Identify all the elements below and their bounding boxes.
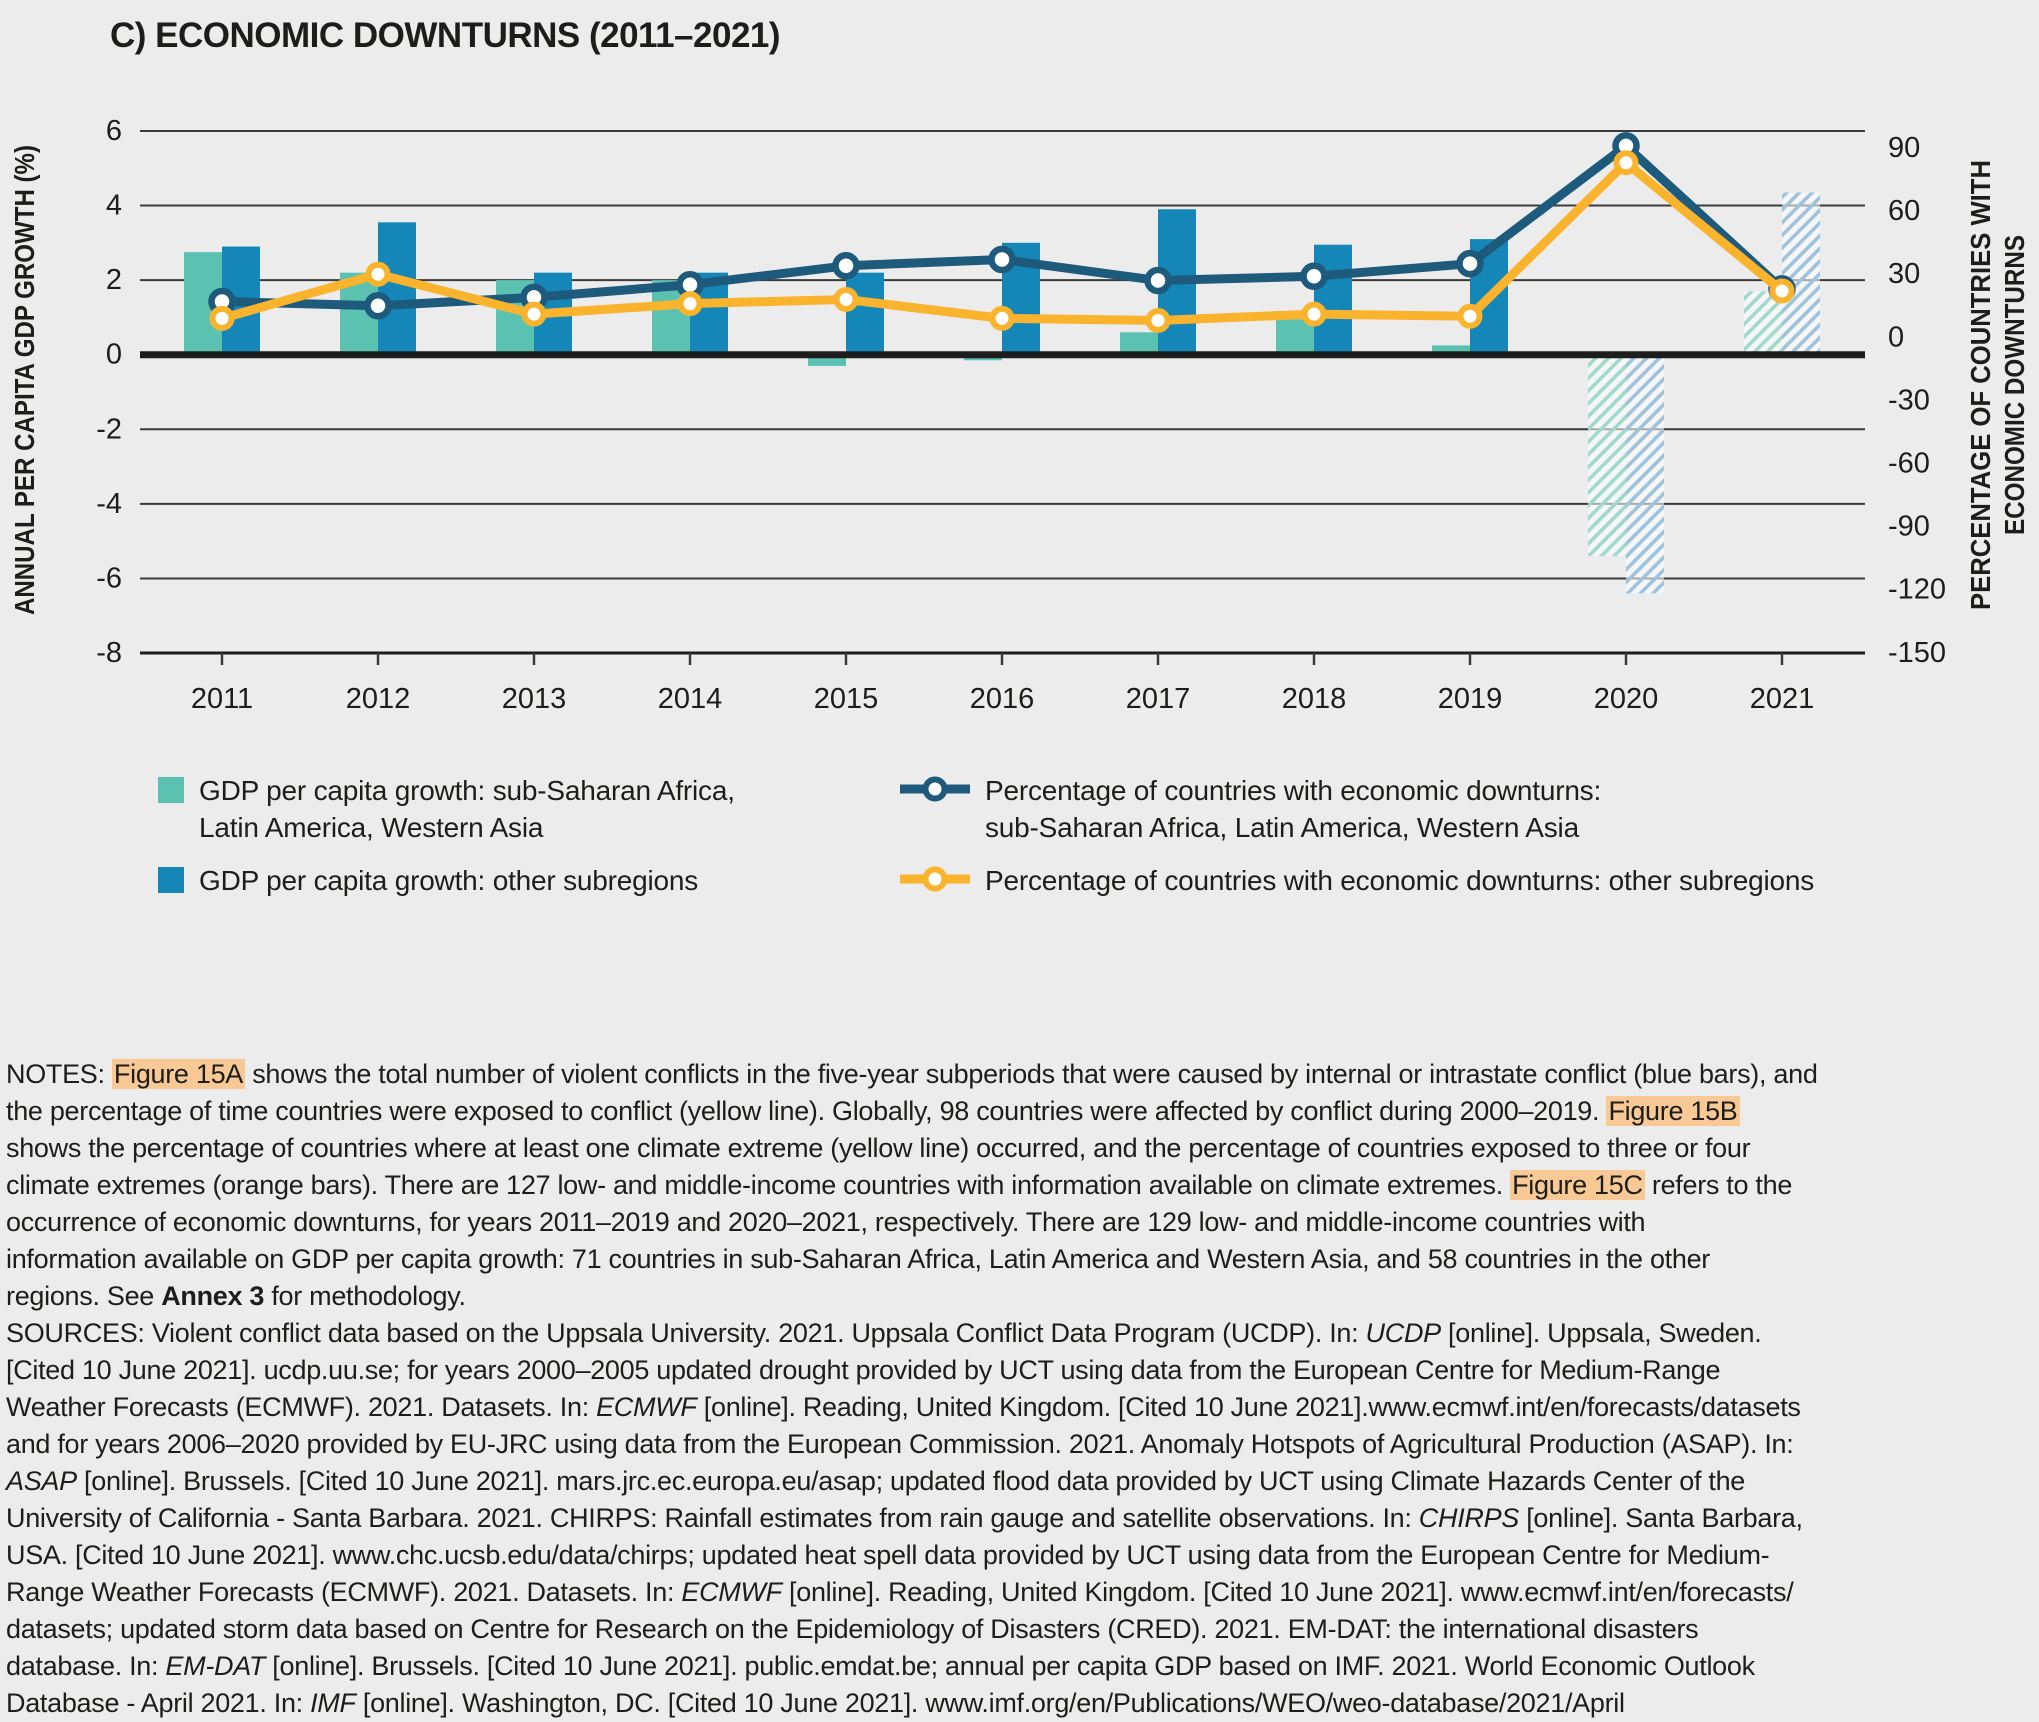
right-tick-label: 90 bbox=[1888, 132, 1920, 164]
left-tick-label: 0 bbox=[106, 339, 122, 371]
marker-yellow-2018 bbox=[1301, 301, 1327, 327]
bar-teal-2017 bbox=[1120, 332, 1158, 355]
x-tick-label: 2011 bbox=[191, 683, 253, 715]
note-line: occurrence of economic downturns, for ye… bbox=[6, 1207, 1646, 1237]
right-tick-label: -60 bbox=[1888, 447, 1930, 479]
left-tick-label: -2 bbox=[96, 413, 122, 445]
note-line: Weather Forecasts (ECMWF). 2021. Dataset… bbox=[6, 1392, 1801, 1422]
right-tick-label: -120 bbox=[1888, 574, 1946, 606]
x-tick-label: 2013 bbox=[502, 683, 567, 715]
marker-navy-2017 bbox=[1144, 266, 1172, 295]
left-tick-label: 6 bbox=[106, 115, 122, 147]
navy-line-marker-icon bbox=[900, 776, 970, 802]
marker-navy-2016 bbox=[988, 245, 1016, 274]
right-tick-label: 0 bbox=[1888, 321, 1904, 353]
left-tick-label: -6 bbox=[96, 562, 122, 594]
legend-item-teal: GDP per capita growth: sub-Saharan Afric… bbox=[158, 772, 735, 846]
blue-swatch-icon bbox=[158, 867, 184, 893]
marker-navy-2018 bbox=[1300, 262, 1328, 291]
bar-teal-2018 bbox=[1276, 319, 1314, 355]
left-tick-label: -4 bbox=[96, 488, 122, 520]
note-line: Range Weather Forecasts (ECMWF). 2021. D… bbox=[6, 1577, 1794, 1607]
legend-item-yellow: Percentage of countries with economic do… bbox=[900, 862, 1814, 899]
legend-label: GDP per capita growth: other subregions bbox=[199, 865, 699, 896]
legend-label: Percentage of countries with economic do… bbox=[985, 865, 1815, 896]
note-line: Database - April 2021. In: IMF [online].… bbox=[6, 1688, 1625, 1718]
marker-yellow-2017 bbox=[1145, 307, 1171, 333]
note-line: shows the percentage of countries where … bbox=[6, 1133, 1751, 1163]
bar-blue-2018 bbox=[1314, 244, 1352, 355]
legend-label: Percentage of countries with economic do… bbox=[985, 775, 1602, 843]
legend-item-blue: GDP per capita growth: other subregions bbox=[158, 862, 698, 899]
chart-title: C) ECONOMIC DOWNTURNS (2011–2021) bbox=[110, 16, 781, 55]
x-tick-label: 2019 bbox=[1438, 683, 1503, 715]
right-axis-title-line2: ECONOMIC DOWNTURNS bbox=[1999, 235, 2030, 535]
bar-blue-2021 bbox=[1782, 192, 1820, 355]
note-line: and for years 2006–2020 provided by EU-J… bbox=[6, 1429, 1794, 1459]
bar-teal-2015 bbox=[808, 354, 846, 366]
note-line: climate extremes (orange bars). There ar… bbox=[6, 1170, 1793, 1200]
right-tick-label: 30 bbox=[1888, 258, 1920, 290]
right-axis-title-line1: PERCENTAGE OF COUNTRIES WITH bbox=[1965, 160, 1996, 610]
note-line: database. In: EM-DAT [online]. Brussels.… bbox=[6, 1651, 1755, 1681]
left-tick-label: 2 bbox=[106, 264, 122, 296]
marker-yellow-2011 bbox=[209, 305, 235, 331]
note-line: NOTES: Figure 15A shows the total number… bbox=[6, 1059, 1818, 1089]
right-tick-label: -90 bbox=[1888, 511, 1930, 543]
x-tick-label: 2014 bbox=[658, 683, 723, 715]
note-line: [Cited 10 June 2021]. ucdp.uu.se; for ye… bbox=[6, 1355, 1721, 1385]
bar-teal-2020 bbox=[1588, 354, 1626, 557]
marker-navy-2015 bbox=[832, 252, 860, 280]
bar-teal-2019 bbox=[1432, 345, 1470, 355]
legend-item-navy: Percentage of countries with economic do… bbox=[900, 772, 1601, 846]
left-tick-label: 4 bbox=[106, 190, 122, 222]
x-tick-label: 2017 bbox=[1126, 683, 1191, 715]
right-tick-label: -150 bbox=[1888, 637, 1946, 669]
note-line: datasets; updated storm data based on Ce… bbox=[6, 1614, 1699, 1644]
note-line: SOURCES: Violent conflict data based on … bbox=[6, 1318, 1762, 1348]
bar-blue-2015 bbox=[846, 272, 884, 355]
x-tick-label: 2021 bbox=[1750, 683, 1815, 715]
note-line: University of California - Santa Barbara… bbox=[6, 1503, 1803, 1533]
note-line: the percentage of time countries were ex… bbox=[6, 1096, 1740, 1126]
marker-yellow-2016 bbox=[989, 305, 1015, 331]
note-line: USA. [Cited 10 June 2021]. www.chc.ucsb.… bbox=[6, 1540, 1770, 1570]
note-line: ASAP [online]. Brussels. [Cited 10 June … bbox=[6, 1466, 1745, 1496]
economic-downturns-chart: 2011 2012 2013 2014 2015 2016 2017 2018 2019 2020… bbox=[9, 115, 2030, 715]
bar-blue-2012 bbox=[378, 222, 416, 355]
x-tick-label: 2018 bbox=[1282, 683, 1347, 715]
note-line: regions. See Annex 3 for methodology. bbox=[6, 1281, 466, 1311]
right-tick-label: -30 bbox=[1888, 384, 1930, 416]
teal-swatch-icon bbox=[158, 777, 184, 803]
yellow-line-marker-icon bbox=[900, 866, 970, 892]
marker-navy-2012 bbox=[364, 291, 392, 320]
marker-yellow-2014 bbox=[677, 291, 703, 317]
x-tick-label: 2012 bbox=[346, 683, 411, 715]
marker-yellow-2019 bbox=[1457, 303, 1483, 329]
marker-navy-2019 bbox=[1456, 249, 1484, 278]
right-tick-label: 60 bbox=[1888, 195, 1920, 227]
marker-yellow-2015 bbox=[833, 286, 859, 312]
marker-yellow-2020 bbox=[1613, 150, 1639, 176]
legend-label: GDP per capita growth: sub-Saharan Afric… bbox=[199, 775, 735, 843]
x-tick-label: 2016 bbox=[970, 683, 1035, 715]
bar-blue-2020 bbox=[1626, 354, 1664, 594]
note-line: information available on GDP per capita … bbox=[6, 1244, 1711, 1274]
marker-yellow-2021 bbox=[1769, 278, 1795, 304]
notes-and-sources: NOTES: Figure 15A shows the total number… bbox=[6, 1056, 2036, 1722]
marker-yellow-2012 bbox=[365, 261, 391, 287]
marker-yellow-2013 bbox=[521, 301, 547, 327]
bar-teal-2021 bbox=[1744, 291, 1782, 355]
left-tick-label: -8 bbox=[96, 637, 122, 669]
x-tick-label: 2015 bbox=[814, 683, 879, 715]
left-axis-title: ANNUAL PER CAPITA GDP GROWTH (%) bbox=[9, 145, 40, 615]
x-tick-label: 2020 bbox=[1594, 683, 1659, 715]
